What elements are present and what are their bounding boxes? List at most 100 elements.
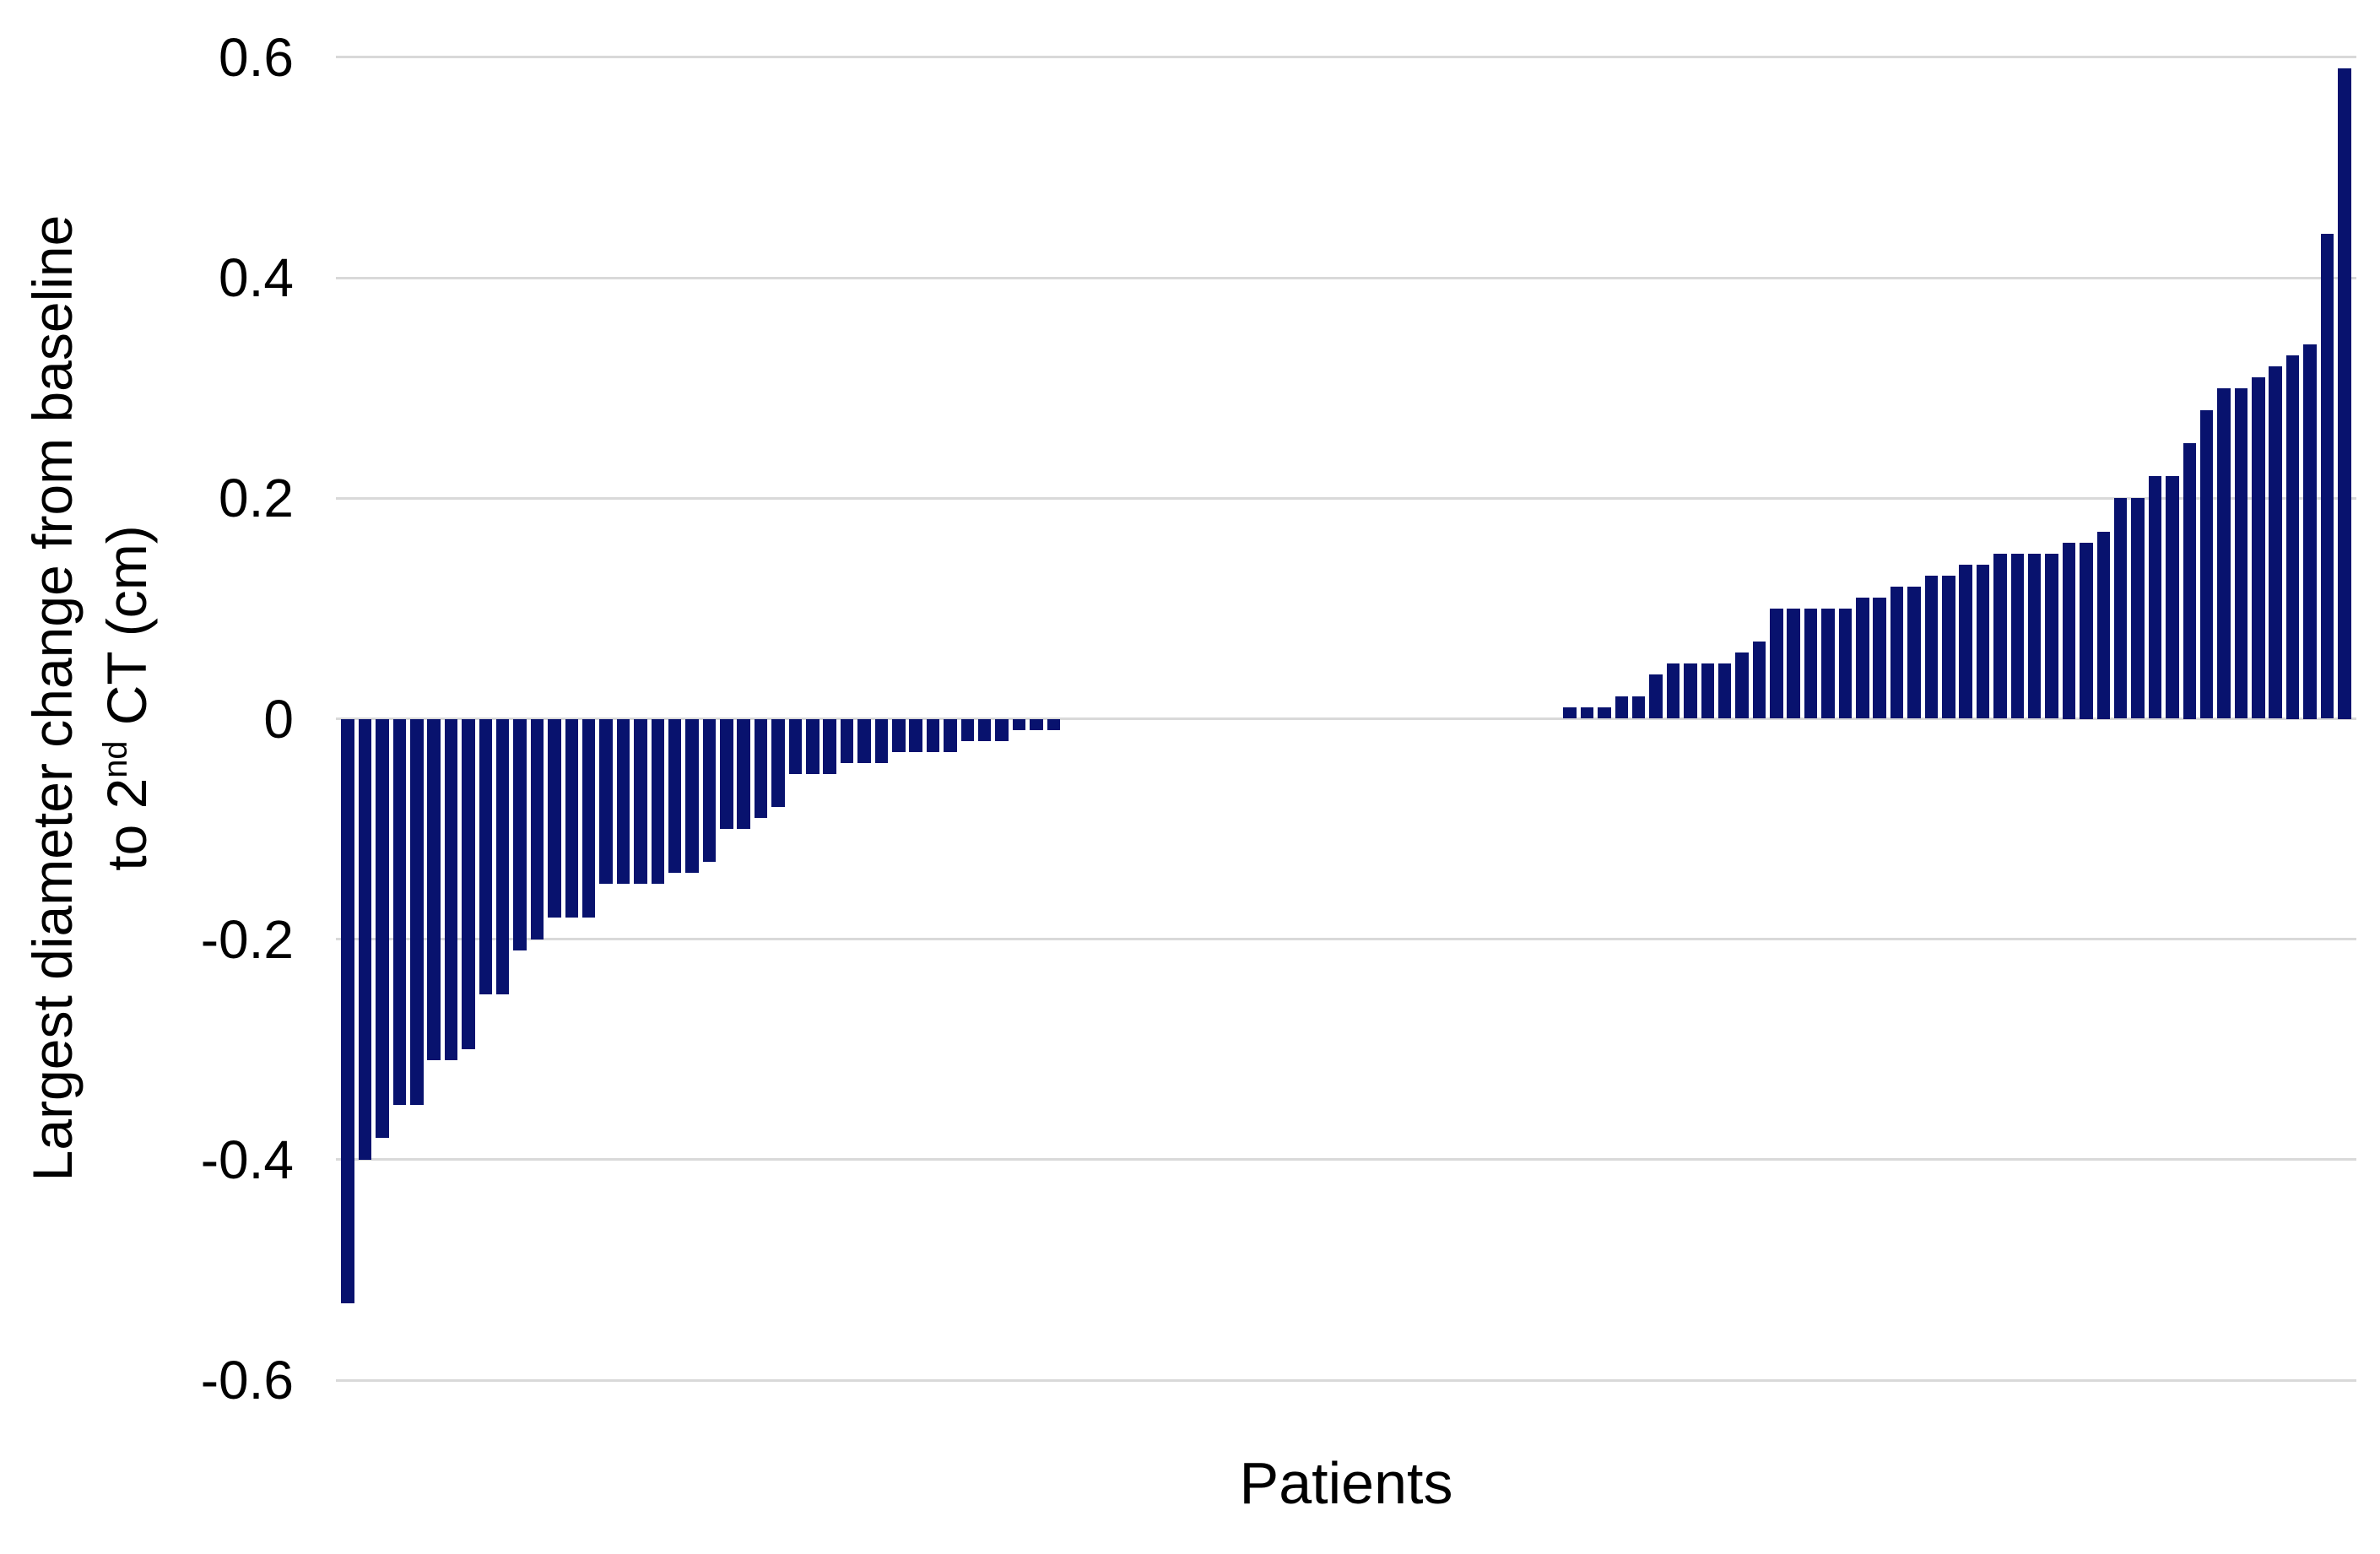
- patient-bar: [1631, 696, 1646, 719]
- patient-bar: [358, 718, 372, 1160]
- patient-bar: [1684, 663, 1697, 719]
- patient-bar: [2080, 542, 2093, 719]
- patient-bar: [2166, 476, 2179, 719]
- patient-bar: [1563, 707, 1577, 719]
- patient-bar: [548, 718, 561, 918]
- patient-bar: [427, 718, 441, 1061]
- patient-bar: [2148, 476, 2162, 719]
- patient-bar: [1752, 642, 1766, 719]
- patient-bar: [651, 718, 665, 885]
- patient-bar: [668, 718, 682, 874]
- patient-bar: [857, 718, 871, 763]
- patient-bar: [737, 718, 750, 830]
- patient-bar: [616, 718, 630, 885]
- patient-bar: [2338, 68, 2351, 719]
- patient-bar: [2010, 553, 2025, 719]
- patient-bar: [995, 718, 1009, 741]
- gridline: [336, 56, 2356, 59]
- patient-bar: [599, 718, 613, 885]
- patient-bar: [1821, 608, 1835, 719]
- patient-bar: [376, 718, 389, 1138]
- patient-bar: [2269, 365, 2282, 719]
- gridline: [336, 1378, 2356, 1382]
- patient-bar: [2303, 344, 2317, 719]
- patient-bar: [495, 718, 510, 994]
- patient-bar: [2062, 542, 2076, 719]
- patient-bar: [341, 718, 354, 1303]
- patient-bar: [1804, 608, 1818, 719]
- y-tick-label: 0.2: [219, 468, 294, 529]
- patient-bar: [2320, 233, 2334, 719]
- patient-bar: [1580, 707, 1594, 719]
- patient-bar: [444, 718, 458, 1061]
- patient-bar: [2252, 376, 2265, 719]
- patient-bar: [806, 718, 819, 774]
- patient-bar: [2027, 553, 2042, 719]
- y-tick-label: 0.6: [219, 26, 294, 88]
- patient-bar: [1890, 586, 1904, 719]
- patient-bar: [1873, 597, 1886, 719]
- patient-bar: [392, 718, 407, 1105]
- patient-bar: [1907, 586, 1921, 719]
- patient-bar: [754, 718, 768, 818]
- patient-bar: [926, 718, 940, 752]
- patient-bar: [874, 718, 889, 763]
- patient-bar: [2096, 531, 2111, 719]
- x-axis-title: Patients: [1239, 1450, 1453, 1516]
- patient-bar: [2131, 498, 2145, 719]
- patient-bar: [1959, 564, 1972, 719]
- patient-bar: [1649, 674, 1663, 719]
- patient-bar: [2217, 387, 2231, 719]
- patient-bar: [2183, 443, 2197, 719]
- patient-bar: [2285, 355, 2300, 719]
- patient-bar: [1856, 597, 1869, 719]
- y-tick-label: -0.4: [200, 1129, 294, 1190]
- patient-bar: [462, 718, 475, 1050]
- patient-bar: [513, 718, 527, 950]
- patient-bar: [823, 718, 836, 774]
- y-axis-title-line2-pre: to 2: [95, 777, 158, 871]
- patient-bar: [410, 718, 424, 1105]
- patient-bar: [944, 718, 957, 752]
- patient-bar: [702, 718, 717, 863]
- y-axis-title-line1: Largest diameter change from baseline: [21, 214, 84, 1182]
- patient-bar: [1012, 718, 1026, 730]
- patient-bar: [1993, 553, 2007, 719]
- patient-bar: [565, 718, 579, 918]
- patient-bar: [2199, 409, 2214, 719]
- patient-bar: [960, 718, 975, 741]
- patient-bar: [1735, 652, 1749, 719]
- patient-bar: [1976, 564, 1990, 719]
- patient-bar: [1770, 608, 1783, 719]
- gridline: [336, 938, 2356, 941]
- patient-bar: [2045, 553, 2058, 719]
- y-axis-title-superscript: nd: [97, 740, 134, 778]
- patient-bar: [788, 718, 803, 774]
- patient-bar: [1924, 575, 1939, 719]
- patient-bar: [2113, 498, 2128, 719]
- patient-bar: [1666, 663, 1680, 719]
- patient-bar: [1717, 663, 1732, 719]
- y-tick-label: 0: [263, 688, 294, 750]
- patient-bar: [840, 718, 854, 763]
- patient-bar: [1030, 718, 1043, 730]
- patient-bar: [685, 718, 699, 874]
- y-tick-label: -0.2: [200, 908, 294, 970]
- patient-bar: [1787, 608, 1800, 719]
- patient-bar: [771, 718, 785, 807]
- patient-bar: [1942, 575, 1955, 719]
- patient-bar: [1615, 696, 1629, 719]
- y-tick-label: 0.4: [219, 247, 294, 309]
- gridline: [336, 1158, 2356, 1161]
- patient-bar: [530, 718, 544, 939]
- patient-bar: [1838, 608, 1853, 719]
- patient-bar: [1047, 718, 1061, 730]
- gridline: [336, 717, 2356, 720]
- patient-bar: [634, 718, 647, 885]
- patient-bar: [1701, 663, 1715, 719]
- gridline: [336, 276, 2356, 279]
- gridline: [336, 496, 2356, 500]
- patient-bar: [720, 718, 733, 830]
- patient-bar: [479, 718, 493, 994]
